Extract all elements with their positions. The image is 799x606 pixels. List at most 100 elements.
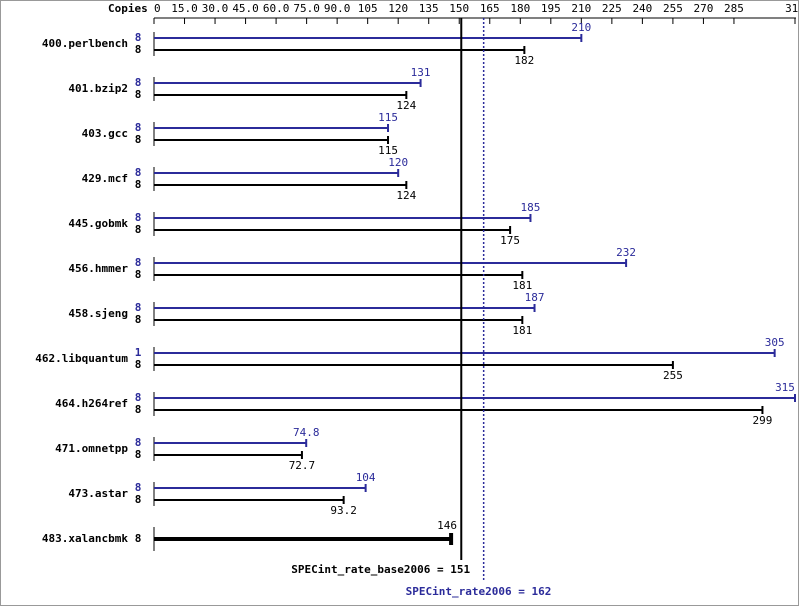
copies: 8	[135, 301, 142, 314]
copies: 8	[135, 133, 142, 146]
benchmark-label: 473.astar	[68, 487, 128, 500]
copies: 8	[135, 481, 142, 494]
copies: 8	[135, 166, 142, 179]
x-tick-label: 285	[724, 2, 744, 15]
x-tick-label: 240	[632, 2, 652, 15]
value-label: 299	[753, 414, 773, 427]
copies: 8	[135, 88, 142, 101]
x-tick-label: 150	[449, 2, 469, 15]
bar	[154, 181, 408, 189]
value-label: 115	[378, 144, 398, 157]
x-tick-label: 135	[419, 2, 439, 15]
x-tick-label: 90.0	[324, 2, 351, 15]
bar	[154, 484, 367, 492]
benchmark-label: 403.gcc	[82, 127, 128, 140]
benchmark-label: 400.perlbench	[42, 37, 128, 50]
bar	[154, 304, 536, 312]
bar	[154, 91, 408, 99]
bar	[154, 79, 422, 87]
copies: 8	[135, 211, 142, 224]
copies: 8	[135, 403, 142, 416]
copies: 8	[135, 313, 142, 326]
x-tick-label: 0	[154, 2, 161, 15]
bar	[154, 169, 400, 177]
bar	[154, 271, 524, 279]
value-label: 232	[616, 246, 636, 259]
copies: 8	[135, 223, 142, 236]
x-tick-label: 30.0	[202, 2, 229, 15]
bar	[154, 259, 628, 267]
value-label: 175	[500, 234, 520, 247]
copies: 8	[135, 31, 142, 44]
reference-label: SPECint_rate_base2006 = 151	[291, 563, 470, 576]
benchmark-label: 483.xalancbmk	[42, 532, 128, 545]
value-label: 315	[775, 381, 795, 394]
x-tick-label: 105	[358, 2, 378, 15]
copies: 8	[135, 268, 142, 281]
benchmark-label: 429.mcf	[82, 172, 128, 185]
value-label: 74.8	[293, 426, 320, 439]
bar	[154, 406, 764, 414]
benchmark-label: 458.sjeng	[68, 307, 128, 320]
bar	[154, 361, 674, 369]
copies: 8	[135, 76, 142, 89]
benchmark-label: 401.bzip2	[68, 82, 128, 95]
copies: 8	[135, 121, 142, 134]
value-label: 104	[356, 471, 376, 484]
copies: 8	[135, 448, 142, 461]
value-label: 124	[396, 99, 416, 112]
value-label: 255	[663, 369, 683, 382]
copies: 8	[135, 178, 142, 191]
bar	[154, 316, 524, 324]
value-label: 181	[512, 279, 532, 292]
bar	[154, 533, 454, 545]
copies: 8	[135, 493, 142, 506]
x-tick-label: 315	[785, 2, 799, 15]
x-tick-label: 60.0	[263, 2, 290, 15]
benchmark-label: 464.h264ref	[55, 397, 128, 410]
copies: 8	[135, 391, 142, 404]
copies: 8	[135, 358, 142, 371]
copies: 8	[135, 256, 142, 269]
bar	[154, 496, 345, 504]
x-tick-label: 165	[480, 2, 500, 15]
x-tick-label: 15.0	[171, 2, 198, 15]
benchmark-label: 456.hmmer	[68, 262, 128, 275]
value-label: 93.2	[330, 504, 357, 517]
value-label: 187	[525, 291, 545, 304]
x-tick-label: 180	[510, 2, 530, 15]
bar	[154, 394, 796, 402]
value-label: 72.7	[289, 459, 316, 472]
copies: 8	[135, 436, 142, 449]
benchmark-label: 471.omnetpp	[55, 442, 128, 455]
value-label: 115	[378, 111, 398, 124]
value-label: 305	[765, 336, 785, 349]
bar	[154, 124, 390, 132]
value-label: 146	[437, 519, 457, 532]
value-label: 185	[521, 201, 541, 214]
bar	[154, 226, 512, 234]
value-label: 181	[512, 324, 532, 337]
benchmark-label: 462.libquantum	[35, 352, 128, 365]
reference-label: SPECint_rate2006 = 162	[406, 585, 552, 598]
x-tick-label: 225	[602, 2, 622, 15]
benchmark-label: 445.gobmk	[68, 217, 128, 230]
x-tick-label: 195	[541, 2, 561, 15]
bar	[154, 349, 776, 357]
value-label: 124	[396, 189, 416, 202]
x-tick-label: 210	[571, 2, 591, 15]
bar	[154, 46, 526, 54]
copies: 1	[135, 346, 142, 359]
bar	[154, 136, 390, 144]
x-tick-label: 45.0	[232, 2, 259, 15]
x-tick-label: 255	[663, 2, 683, 15]
x-tick-label: 120	[388, 2, 408, 15]
value-label: 182	[514, 54, 534, 67]
copies: 8	[135, 532, 142, 545]
x-tick-label: 270	[693, 2, 713, 15]
bar	[154, 214, 532, 222]
copies: 8	[135, 43, 142, 56]
value-label: 210	[571, 21, 591, 34]
bar	[154, 451, 303, 459]
